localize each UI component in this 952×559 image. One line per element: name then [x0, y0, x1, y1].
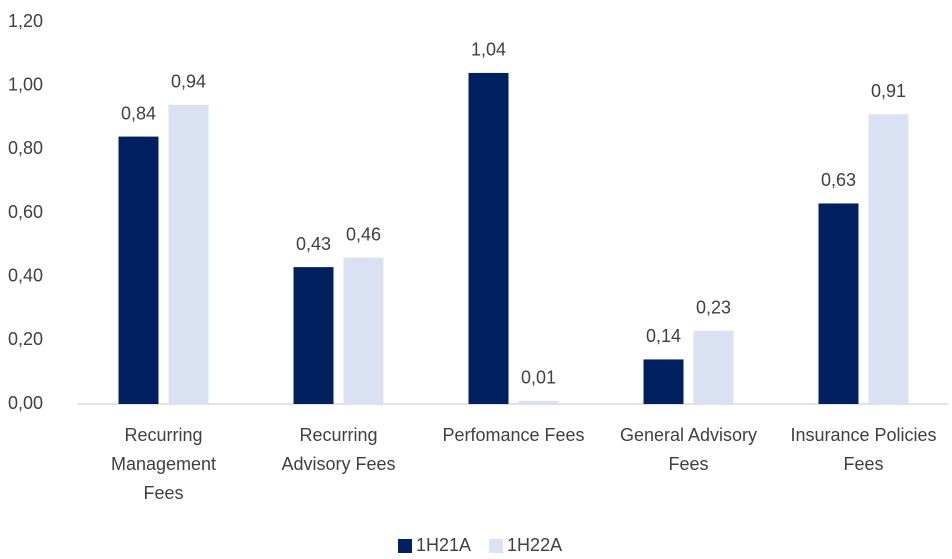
x-tick-label: Recurring [124, 425, 202, 445]
legend-label: 1H22A [507, 535, 562, 555]
data-label: 0,14 [646, 326, 681, 346]
y-tick-label: 1,20 [8, 11, 43, 31]
bar [343, 257, 384, 404]
x-tick-label: Recurring [299, 425, 377, 445]
bar [693, 330, 734, 404]
y-tick-label: 0,60 [8, 202, 43, 222]
data-label: 0,46 [346, 224, 381, 244]
legend-swatch [489, 539, 504, 553]
legend-swatch [398, 539, 412, 553]
x-tick-label: Fees [668, 454, 708, 474]
bar [118, 136, 159, 404]
x-tick-label: Management [111, 454, 216, 474]
x-tick-label: Insurance Policies [790, 425, 936, 445]
y-tick-label: 0,80 [8, 138, 43, 158]
data-label: 0,63 [821, 170, 856, 190]
bar [168, 104, 209, 405]
x-tick-label: Perfomance Fees [442, 425, 584, 445]
y-tick-label: 0,20 [8, 329, 43, 349]
data-label: 0,91 [871, 81, 906, 101]
x-tick-label: Fees [843, 454, 883, 474]
bar [643, 359, 684, 404]
bar [293, 267, 334, 404]
data-label: 0,84 [121, 103, 156, 123]
y-tick-label: 0,40 [8, 265, 43, 285]
legend-label: 1H21A [416, 535, 471, 555]
data-label: 0,43 [296, 234, 331, 254]
x-tick-label: Fees [143, 483, 183, 503]
x-tick-label: General Advisory [620, 425, 757, 445]
bar [818, 203, 859, 404]
y-tick-label: 0,00 [8, 393, 43, 413]
x-tick-label: Advisory Fees [281, 454, 395, 474]
bar [868, 114, 909, 405]
bar [518, 400, 559, 404]
data-label: 1,04 [471, 40, 506, 60]
data-label: 0,23 [696, 298, 731, 318]
y-tick-label: 1,00 [8, 74, 43, 94]
data-label: 0,01 [521, 368, 556, 388]
bar [468, 72, 509, 404]
data-label: 0,94 [171, 72, 206, 92]
